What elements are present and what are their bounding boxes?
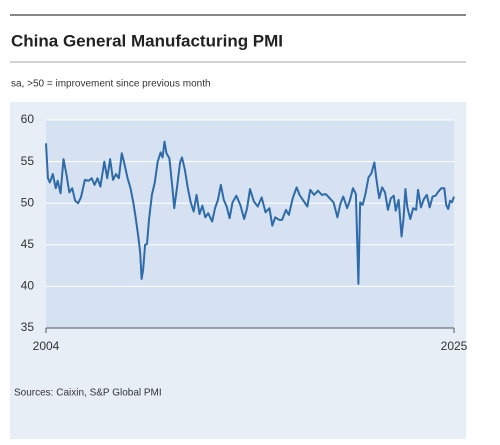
y-tick-label: 55 — [21, 154, 35, 168]
subtitle: sa, >50 = improvement since previous mon… — [11, 79, 211, 90]
plot-area — [46, 120, 454, 328]
y-tick-label: 60 — [21, 112, 35, 126]
y-tick-label: 50 — [21, 195, 35, 209]
y-tick-label: 35 — [21, 320, 35, 334]
source: Sources: Caixin, S&P Global PMI — [14, 388, 162, 399]
x-tick-label: 2025 — [441, 339, 468, 353]
y-tick-label: 40 — [21, 279, 35, 293]
x-tick-label: 2004 — [33, 339, 60, 353]
chart-title: China General Manufacturing PMI — [11, 31, 283, 50]
y-tick-label: 45 — [21, 237, 35, 251]
series-line — [45, 140, 455, 285]
